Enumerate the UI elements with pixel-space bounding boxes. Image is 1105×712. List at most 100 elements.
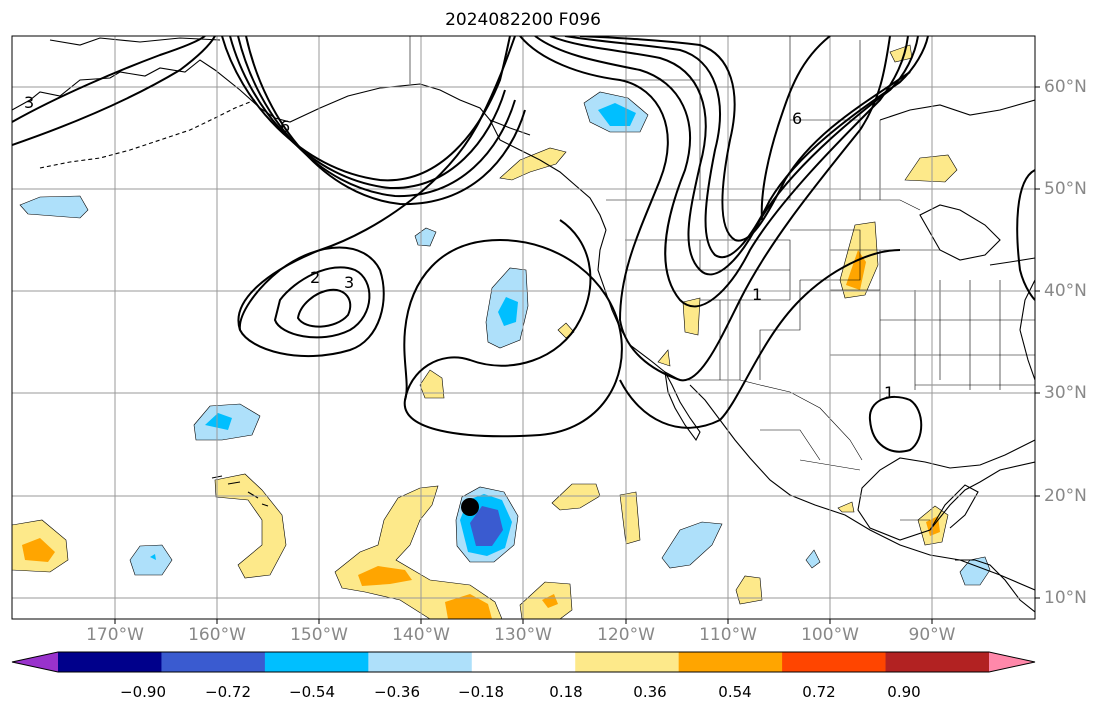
lon-label: 150°W [290, 625, 348, 645]
colorbar [11, 651, 1036, 673]
lon-label: 140°W [392, 625, 450, 645]
lat-label: 10°N [1044, 588, 1087, 608]
neg-anom-region [19, 195, 89, 219]
colorbar-tick-label: 0.72 [802, 683, 836, 701]
pos-anom-region [334, 485, 503, 619]
pos-anom-region [904, 154, 958, 183]
lat-label: 50°N [1044, 179, 1087, 199]
contour-line [237, 36, 516, 198]
yucatan [929, 484, 979, 531]
contour-line [273, 266, 371, 339]
colorbar-tick-label: −0.36 [374, 683, 420, 701]
neg-anom-region [150, 554, 156, 560]
pos-anom-region [358, 566, 412, 586]
pos-anom-region [619, 491, 641, 545]
colorbar-segment [58, 652, 162, 672]
pos-anom-region [214, 473, 287, 579]
contour-layer [12, 36, 1035, 453]
contour-line [549, 36, 919, 276]
neg-anom-region [205, 413, 232, 430]
contour-line [12, 36, 216, 146]
aleutian-islands [39, 99, 256, 169]
colorbar-tick-label: 0.18 [549, 683, 583, 701]
lon-label: 160°W [188, 625, 246, 645]
lat-label: 40°N [1044, 281, 1087, 301]
colorbar-tick-label: −0.72 [205, 683, 251, 701]
contour-line [404, 219, 592, 401]
lon-label: 90°W [908, 625, 956, 645]
contour-labels: 3 6 2 3 6 1 1 [24, 93, 894, 402]
colorbar-segment [264, 652, 369, 672]
colorbar-tick-label: 0.90 [887, 683, 921, 701]
great-lakes [919, 204, 1001, 261]
colorbar-segment [161, 652, 266, 672]
central-america [955, 559, 1035, 613]
contour-line [403, 238, 623, 438]
contour-label: 1 [752, 285, 762, 304]
contour-label: 6 [280, 117, 290, 136]
colorbar-extend-max [989, 652, 1035, 672]
neg-anom-region [661, 521, 723, 569]
lat-label: 30°N [1044, 383, 1087, 403]
lon-label: 110°W [699, 625, 757, 645]
map-title: 2024082200 F096 [445, 10, 601, 30]
storm-center-marker [461, 498, 479, 516]
lon-label: 100°W [801, 625, 859, 645]
lon-label: 120°W [597, 625, 655, 645]
contour-label: 2 [310, 268, 320, 287]
us-mexico-border [680, 379, 863, 461]
pos-anom-region [499, 147, 567, 181]
contour-line [296, 288, 352, 328]
contour-line [868, 395, 923, 453]
pos-anom-region [22, 538, 55, 562]
east-coast [1019, 279, 1035, 381]
pos-anom-region [837, 501, 855, 513]
colorbar-tick-label: −0.90 [120, 683, 166, 701]
pos-anom-region [657, 349, 671, 367]
pos-anom-region [419, 369, 445, 399]
contour-label: 1 [884, 383, 894, 402]
colorbar-tick-label: −0.18 [458, 683, 504, 701]
pos-anom-region [445, 594, 492, 619]
contour-label: 3 [24, 93, 34, 112]
contour-line [1016, 169, 1035, 301]
us-west-coast [597, 229, 681, 381]
pos-anom-region [735, 575, 763, 605]
contour-label: 3 [344, 273, 354, 292]
contour-line [534, 36, 909, 308]
contour-line [238, 246, 385, 358]
contour-line [12, 36, 206, 123]
lon-label: 170°W [86, 625, 144, 645]
hudson-bay-region [879, 99, 1035, 121]
lat-label: 20°N [1044, 486, 1087, 506]
colorbar-extend-min [12, 652, 58, 672]
neg-anom-region [129, 544, 173, 576]
contour-line [237, 36, 516, 331]
state-lines [625, 229, 1035, 400]
gridlines [12, 36, 1035, 619]
contour-line [221, 36, 511, 182]
colorbar-tick-label: 0.36 [633, 683, 667, 701]
coastline-layer [12, 37, 1035, 613]
alaska-north-coast [49, 37, 221, 46]
colorbar-segment [885, 652, 990, 672]
axis-ticks [114, 86, 1040, 624]
mexico-west-coast [689, 384, 1035, 591]
great-lakes-east [989, 257, 1035, 266]
neg-anom-region [498, 297, 518, 326]
colorbar-segment [678, 652, 783, 672]
contour-line [619, 249, 901, 429]
colorbar-segment [471, 652, 576, 672]
lon-label: 130°W [494, 625, 552, 645]
contour-line [564, 36, 929, 258]
bc-coast [489, 119, 607, 231]
colorbar-segment [368, 652, 473, 672]
colorbar-tick-label: 0.54 [718, 683, 752, 701]
neg-anom-region [414, 227, 437, 247]
colorbar-segment [782, 652, 887, 672]
contour-line [760, 36, 831, 221]
alaska-coast [12, 59, 531, 136]
contour-label: 6 [792, 109, 802, 128]
colorbar-segment [575, 652, 680, 672]
